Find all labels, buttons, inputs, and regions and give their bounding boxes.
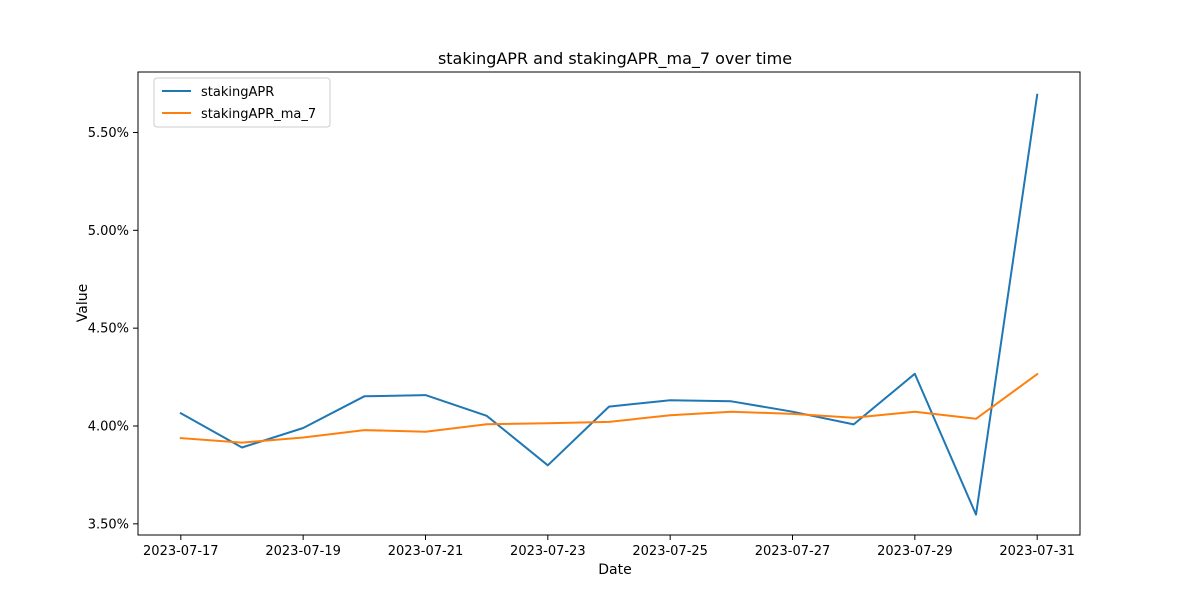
x-tick-label: 2023-07-21 [388,544,464,559]
x-axis: 2023-07-17 2023-07-19 2023-07-21 2023-07-23… [143,535,1075,559]
series-line-stakingAPR [179,93,1039,516]
y-axis: 3.50% 4.00% 4.50% 5.00% 5.50% [88,126,138,532]
series-layer [179,93,1039,516]
legend-label: stakingAPR [201,85,274,100]
x-tick-label: 2023-07-31 [999,544,1075,559]
x-tick-label: 2023-07-25 [632,544,708,559]
x-tick-label: 2023-07-29 [877,544,953,559]
legend: stakingAPR stakingAPR_ma_7 [153,77,331,128]
plot-area-frame [137,71,1081,536]
y-tick-label: 3.50% [88,517,129,532]
x-axis-label: Date [598,562,631,578]
series-line-stakingAPR-ma-7 [179,372,1039,444]
y-tick-label: 5.50% [88,126,129,141]
legend-box [153,77,331,128]
y-tick-label: 5.00% [88,224,129,239]
y-tick-label: 4.00% [88,420,129,435]
x-tick-label: 2023-07-23 [510,544,586,559]
chart-title: stakingAPR and stakingAPR_ma_7 over time [438,49,792,69]
y-tick-label: 4.50% [88,322,129,337]
x-tick-label: 2023-07-19 [265,544,341,559]
x-tick-label: 2023-07-17 [143,544,219,559]
y-axis-label: Value [75,284,91,322]
legend-label: stakingAPR_ma_7 [201,107,316,122]
x-tick-label: 2023-07-27 [755,544,831,559]
